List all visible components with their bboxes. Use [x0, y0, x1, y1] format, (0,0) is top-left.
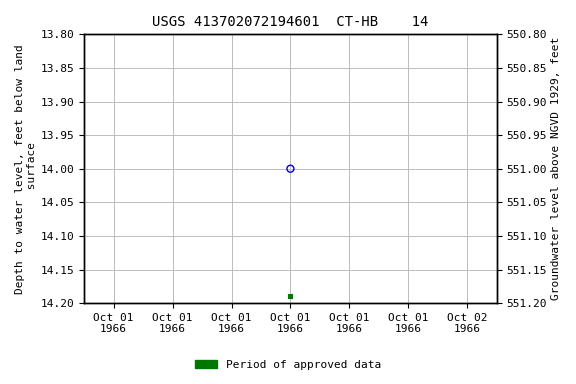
Legend: Period of approved data: Period of approved data: [191, 356, 385, 375]
Y-axis label: Groundwater level above NGVD 1929, feet: Groundwater level above NGVD 1929, feet: [551, 37, 561, 300]
Y-axis label: Depth to water level, feet below land
 surface: Depth to water level, feet below land su…: [15, 44, 37, 294]
Title: USGS 413702072194601  CT-HB    14: USGS 413702072194601 CT-HB 14: [152, 15, 429, 29]
Point: [286, 166, 295, 172]
Point: [286, 293, 295, 300]
